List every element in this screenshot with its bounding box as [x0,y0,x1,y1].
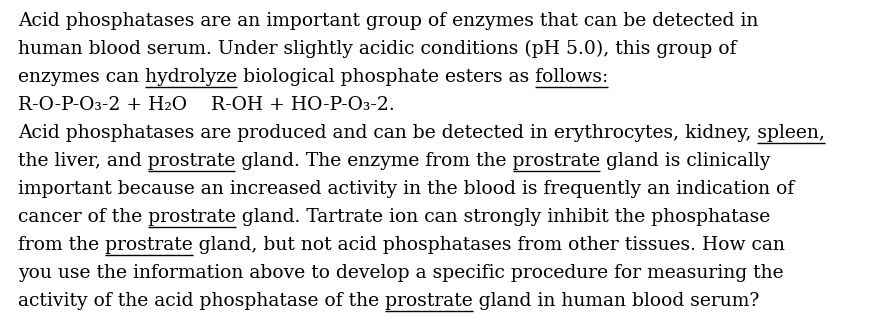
Text: important because an increased activity in the blood is frequently an indication: important because an increased activity … [18,180,795,198]
Text: you use the information above to develop a specific procedure for measuring the: you use the information above to develop… [18,264,783,282]
Text: Acid phosphatases are produced and can be detected in erythrocytes, kidney, sple: Acid phosphatases are produced and can b… [18,124,825,142]
Text: from the prostrate gland, but not acid phosphatases from other tissues. How can: from the prostrate gland, but not acid p… [18,236,785,254]
Text: activity of the acid phosphatase of the prostrate gland in human blood serum?: activity of the acid phosphatase of the … [18,292,759,310]
Text: R-O-P-O₃-2 + H₂O    R-OH + HO-P-O₃-2.: R-O-P-O₃-2 + H₂O R-OH + HO-P-O₃-2. [18,96,395,114]
Text: human blood serum. Under slightly acidic conditions (pH 5.0), this group of: human blood serum. Under slightly acidic… [18,40,737,58]
Text: Acid phosphatases are an important group of enzymes that can be detected in: Acid phosphatases are an important group… [18,12,759,30]
Text: the liver, and prostrate gland. The enzyme from the prostrate gland is clinicall: the liver, and prostrate gland. The enzy… [18,152,770,170]
Text: cancer of the prostrate gland. Tartrate ion can strongly inhibit the phosphatase: cancer of the prostrate gland. Tartrate … [18,208,770,226]
Text: enzymes can hydrolyze biological phosphate esters as follows:: enzymes can hydrolyze biological phospha… [18,68,608,86]
